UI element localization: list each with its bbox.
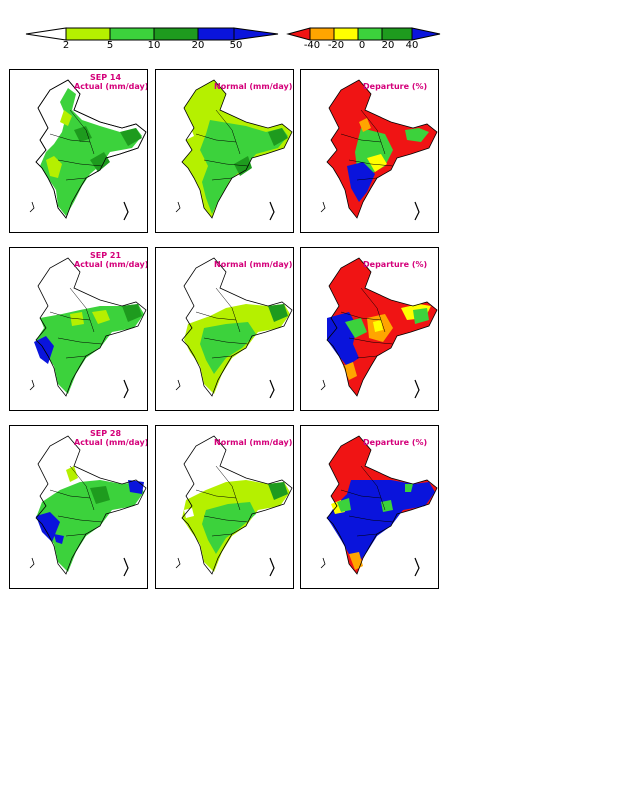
india-map xyxy=(175,79,293,221)
colorbar-actual-tick: 10 xyxy=(147,40,161,51)
panel-title: Actual (mm/day) xyxy=(74,82,148,91)
map-panel-departure-sep21: Departure (%) xyxy=(300,247,439,411)
panel-title: Actual (mm/day) xyxy=(74,438,148,447)
map-panel-normal-sep28: Normal (mm/day) xyxy=(155,425,294,589)
india-map xyxy=(29,257,147,399)
india-map xyxy=(320,79,438,221)
map-panel-normal-sep14: Normal (mm/day) xyxy=(155,69,294,233)
colorbar-actual: 2 5 10 20 50 xyxy=(24,26,280,51)
colorbar-actual-tick: 2 xyxy=(62,40,70,51)
colorbar-departure-tick: 0 xyxy=(358,40,366,51)
india-map xyxy=(175,257,293,399)
map-panel-departure-sep14: Departure (%) xyxy=(300,69,439,233)
colorbar-departure-tick: -40 xyxy=(303,40,321,51)
colorbar-departure-tick: 20 xyxy=(381,40,395,51)
panel-title: Actual (mm/day) xyxy=(74,260,148,269)
map-panel-actual-sep21: SEP 21 Actual (mm/day) xyxy=(9,247,148,411)
colorbar-actual-bar xyxy=(25,27,279,41)
panel-date: SEP 21 xyxy=(90,251,122,260)
panel-title: Departure (%) xyxy=(363,260,428,269)
colorbar-departure-tick: -20 xyxy=(327,40,345,51)
map-panel-actual-sep28: SEP 28 Actual (mm/day) xyxy=(9,425,148,589)
india-map xyxy=(320,257,438,399)
panel-date: SEP 28 xyxy=(90,429,122,438)
panel-title: Departure (%) xyxy=(363,438,428,447)
india-map xyxy=(29,79,147,221)
india-map xyxy=(175,435,293,577)
india-map xyxy=(320,435,438,577)
colorbar-actual-tick: 20 xyxy=(191,40,205,51)
panel-title: Departure (%) xyxy=(363,82,428,91)
panel-title: Normal (mm/day) xyxy=(214,260,293,269)
colorbar-actual-tick: 5 xyxy=(106,40,114,51)
colorbar-actual-tick: 50 xyxy=(229,40,243,51)
map-panel-departure-sep28: Departure (%) xyxy=(300,425,439,589)
colorbar-departure-tick: 40 xyxy=(405,40,419,51)
colorbar-departure: -40 -20 0 20 40 xyxy=(286,26,442,51)
panel-title: Normal (mm/day) xyxy=(214,82,293,91)
map-panel-actual-sep14: SEP 14 Actual (mm/day) xyxy=(9,69,148,233)
panel-date: SEP 14 xyxy=(90,73,122,82)
india-map xyxy=(29,435,147,577)
panel-title: Normal (mm/day) xyxy=(214,438,293,447)
map-panel-normal-sep21: Normal (mm/day) xyxy=(155,247,294,411)
colorbar-departure-bar xyxy=(286,27,441,41)
